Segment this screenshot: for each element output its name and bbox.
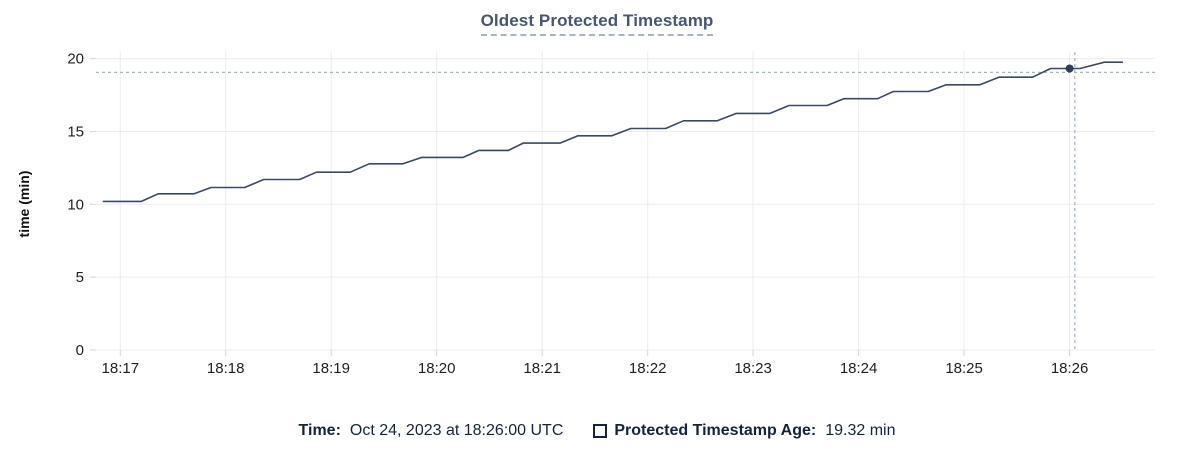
x-tick-label: 18:22	[629, 360, 667, 377]
chart-header: Oldest Protected Timestamp	[0, 11, 1194, 36]
hover-point	[1065, 64, 1074, 73]
series-value: 19.32 min	[825, 422, 896, 439]
series-line	[102, 61, 1124, 203]
y-axis-title: time (min)	[16, 171, 32, 238]
y-tick-label: 10	[67, 196, 84, 213]
x-tick-label: 18:19	[312, 360, 350, 377]
y-tick-label: 5	[76, 269, 84, 286]
x-tick-label: 18:23	[734, 360, 772, 377]
chart-title[interactable]: Oldest Protected Timestamp	[480, 11, 714, 36]
time-value: Oct 24, 2023 at 18:26:00 UTC	[349, 422, 564, 439]
y-tick-label: 20	[67, 51, 84, 68]
time-label: Time:	[298, 422, 341, 439]
x-tick-label: 18:18	[207, 360, 245, 377]
series-marker-icon	[593, 424, 608, 438]
hover-legend: Time: Oct 24, 2023 at 18:26:00 UTC Prote…	[0, 422, 1194, 440]
x-tick-label: 18:20	[418, 360, 456, 377]
y-tick-label: 15	[67, 123, 84, 140]
timeseries-chart[interactable]: time (min) 0 5 10 15 20 18:17 18:18 18:19 18:20 1…	[0, 0, 1194, 398]
x-tick-label: 18:24	[840, 360, 878, 377]
y-tick-label: 0	[76, 342, 84, 359]
x-tick-label: 18:26	[1051, 360, 1089, 377]
series-label: Protected Timestamp Age:	[614, 422, 817, 439]
x-tick-label: 18:17	[102, 360, 140, 377]
x-tick-label: 18:21	[523, 360, 561, 377]
x-tick-label: 18:25	[945, 360, 983, 377]
